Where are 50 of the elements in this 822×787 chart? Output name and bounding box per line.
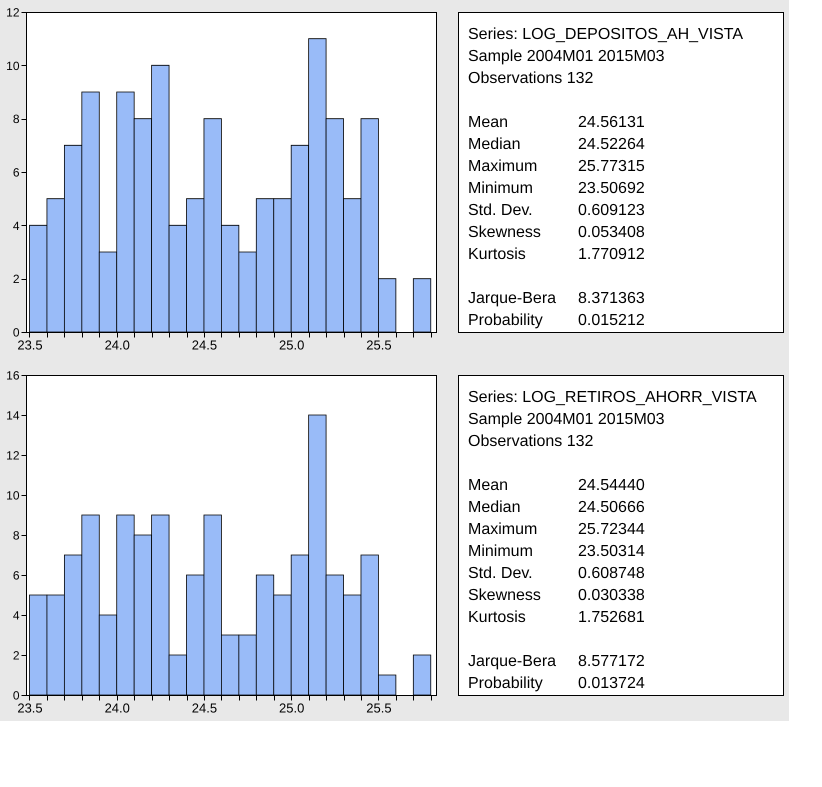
text: Kurtosis 1.752681 [468,609,645,626]
text: Median 24.50666 [468,499,645,516]
x-tick-label: 25.0 [279,338,304,352]
text: Minimum 23.50692 [468,180,645,197]
y-tick-label: 16 [6,368,20,382]
text: Jarque-Bera 8.577172 [468,653,645,670]
x-tick-label: 24.5 [192,700,218,716]
text: Skewness 0.030338 [468,587,645,604]
y-tick-label: 0 [12,326,20,340]
y-tick-label: 12 [6,6,20,20]
text: Kurtosis 1.770912 [468,246,645,263]
y-tick-label: 14 [6,408,20,422]
x-tick-label: 24.5 [192,338,218,352]
y-tick-label: 2 [12,272,20,286]
text: Probability 0.013724 [468,675,645,692]
text: Maximum 25.72344 [468,521,645,538]
text: Std. Dev. 0.608748 [468,565,645,582]
y-tick-label: 12 [6,448,20,462]
text: Observations 132 [468,70,594,87]
text: Std. Dev. 0.609123 [468,202,645,219]
y-tick-label: 8 [12,112,20,126]
x-tick-label: 23.5 [17,338,43,352]
y-tick-label: 10 [6,58,20,73]
text: Observations 132 [468,433,594,450]
y-tick-label: 6 [12,568,20,582]
y-tick-label: 2 [12,648,20,662]
x-tick-label: 25.5 [366,338,392,352]
text: Maximum 25.77315 [468,158,645,175]
text: Series: LOG_DEPOSITOS_AH_VISTA [468,26,744,43]
text: Jarque-Bera 8.371363 [468,290,645,307]
x-tick-label: 24.0 [104,338,130,352]
x-tick-label: 24.0 [104,700,130,716]
text: Series: LOG_RETIROS_AHORR_VISTA [468,389,757,406]
y-tick-label: 10 [6,488,20,502]
text: Probability 0.015212 [468,312,645,329]
y-tick-label: 0 [12,688,20,702]
x-tick-label: 25.5 [366,700,392,716]
text: Sample 2004M01 2015M03 [468,411,665,428]
text: Sample 2004M01 2015M03 [468,48,665,65]
x-tick-label: 25.0 [279,700,304,716]
y-tick-label: 4 [12,608,20,622]
text: Mean 24.56131 [468,114,645,131]
text: Minimum 23.50314 [468,543,645,560]
text: Median 24.52264 [468,136,645,153]
y-tick-label: 6 [12,166,20,180]
y-tick-label: 8 [12,528,20,542]
text: Mean 24.54440 [468,477,645,494]
text: Skewness 0.053408 [468,224,645,241]
y-tick-label: 4 [12,218,20,233]
x-tick-label: 23.5 [17,700,43,716]
